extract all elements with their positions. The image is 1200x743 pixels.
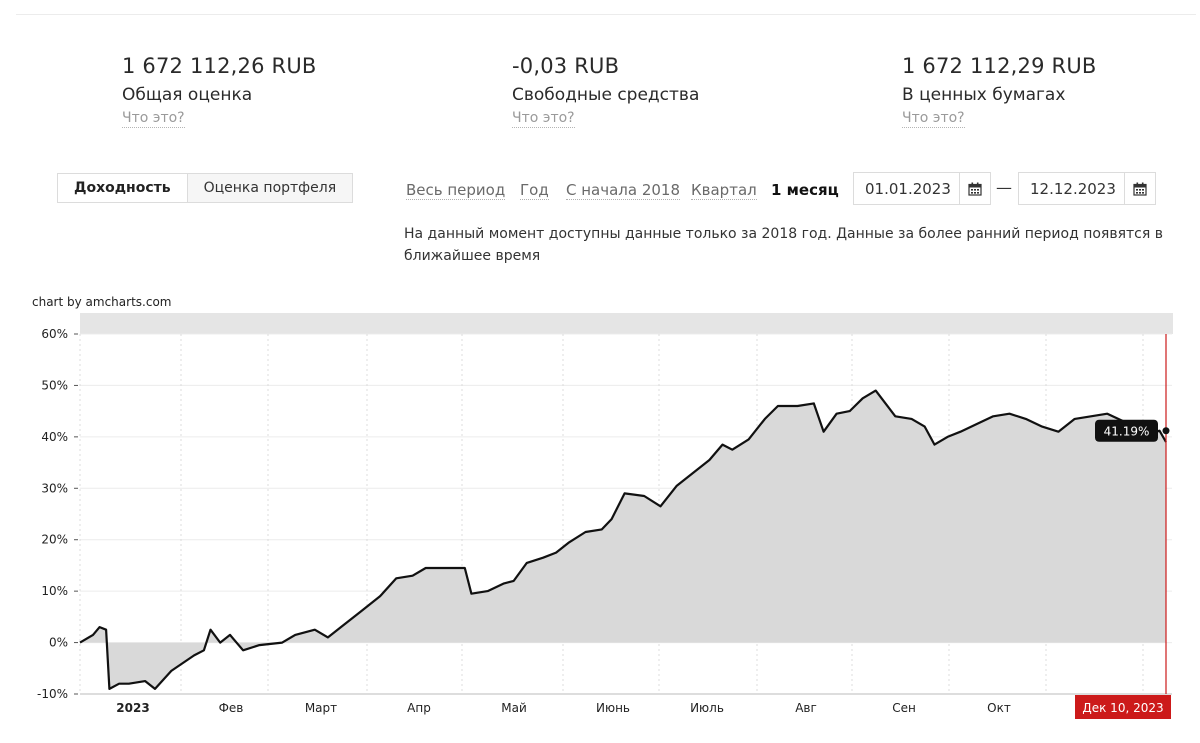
free-funds-help-link[interactable]: Что это? <box>512 110 575 128</box>
top-divider <box>16 14 1196 15</box>
y-tick-label: 50% <box>41 378 68 392</box>
period-month[interactable]: 1 месяц <box>771 181 839 199</box>
tab-yield[interactable]: Доходность <box>74 180 171 196</box>
y-tick-label: 30% <box>41 481 68 495</box>
x-tick-label: Март <box>305 701 337 715</box>
y-tick-label: 20% <box>41 533 68 547</box>
date-to-value: 12.12.2023 <box>1030 179 1116 198</box>
cursor-point <box>1162 427 1170 435</box>
x-tick-label: Окт <box>987 701 1011 715</box>
cursor-date-box <box>1075 695 1171 719</box>
calendar-icon[interactable] <box>1124 173 1155 204</box>
free-funds-label: Свободные средства <box>512 85 700 105</box>
series-area <box>80 390 1166 689</box>
series-line <box>79 389 1167 690</box>
securities-label: В ценных бумагах <box>902 85 1066 105</box>
calendar-icon[interactable] <box>959 173 990 204</box>
y-tick-label: 10% <box>41 584 68 598</box>
x-tick-label: Май <box>501 701 527 715</box>
x-tick-label: Июнь <box>596 701 630 715</box>
period-quarter[interactable]: Квартал <box>691 181 757 200</box>
data-availability-notice: На данный момент доступны данные только … <box>404 226 1164 264</box>
y-tick-label: 60% <box>41 327 68 341</box>
date-range-dash: — <box>996 178 1012 197</box>
x-tick-label: Фев <box>219 701 244 715</box>
securities-help-link[interactable]: Что это? <box>902 110 965 128</box>
x-tick-label: Июль <box>690 701 724 715</box>
free-funds-value: -0,03 RUB <box>512 54 620 78</box>
securities-value: 1 672 112,29 RUB <box>902 54 1097 78</box>
date-from-value: 01.01.2023 <box>865 179 951 198</box>
x-tick-label: Авг <box>795 701 817 715</box>
y-tick-label: 40% <box>41 430 68 444</box>
plot-top-band <box>80 313 1173 334</box>
chart-mode-tabs: Доходность Оценка портфеля <box>57 173 354 203</box>
total-label: Общая оценка <box>122 85 253 105</box>
x-tick-label: Сен <box>892 701 916 715</box>
y-tick-label: 0% <box>49 636 68 650</box>
value-tooltip-text: 41.19% <box>1104 425 1150 439</box>
period-since-2018[interactable]: С начала 2018 <box>566 181 681 200</box>
summary-free-funds: -0,03 RUB Свободные средства Что это? <box>512 54 699 128</box>
summary-securities: 1 672 112,29 RUB В ценных бумагах Что эт… <box>902 54 1097 128</box>
date-to-field[interactable]: 12.12.2023 <box>1018 172 1156 205</box>
yield-chart[interactable]: -10% 0% 10% 20% 30% 40% 50% 60% 2023 Фев Март Апр Ма… <box>0 300 1200 743</box>
summary-total: 1 672 112,26 RUB Общая оценка Что это? <box>122 54 317 128</box>
date-from-field[interactable]: 01.01.2023 <box>853 172 991 205</box>
tab-valuation[interactable]: Оценка портфеля <box>186 174 353 202</box>
y-tick-label: -10% <box>37 687 68 701</box>
total-value: 1 672 112,26 RUB <box>122 54 317 78</box>
value-tooltip-box <box>1095 419 1158 442</box>
x-tick-label: Апр <box>407 701 431 715</box>
chart-credit[interactable]: chart by amcharts.com <box>32 295 172 309</box>
cursor-date-text: Дек 10, 2023 <box>1082 701 1163 715</box>
x-tick-label: 2023 <box>116 701 149 715</box>
period-year[interactable]: Год <box>520 181 549 200</box>
total-help-link[interactable]: Что это? <box>122 110 185 128</box>
period-all[interactable]: Весь период <box>406 181 506 200</box>
